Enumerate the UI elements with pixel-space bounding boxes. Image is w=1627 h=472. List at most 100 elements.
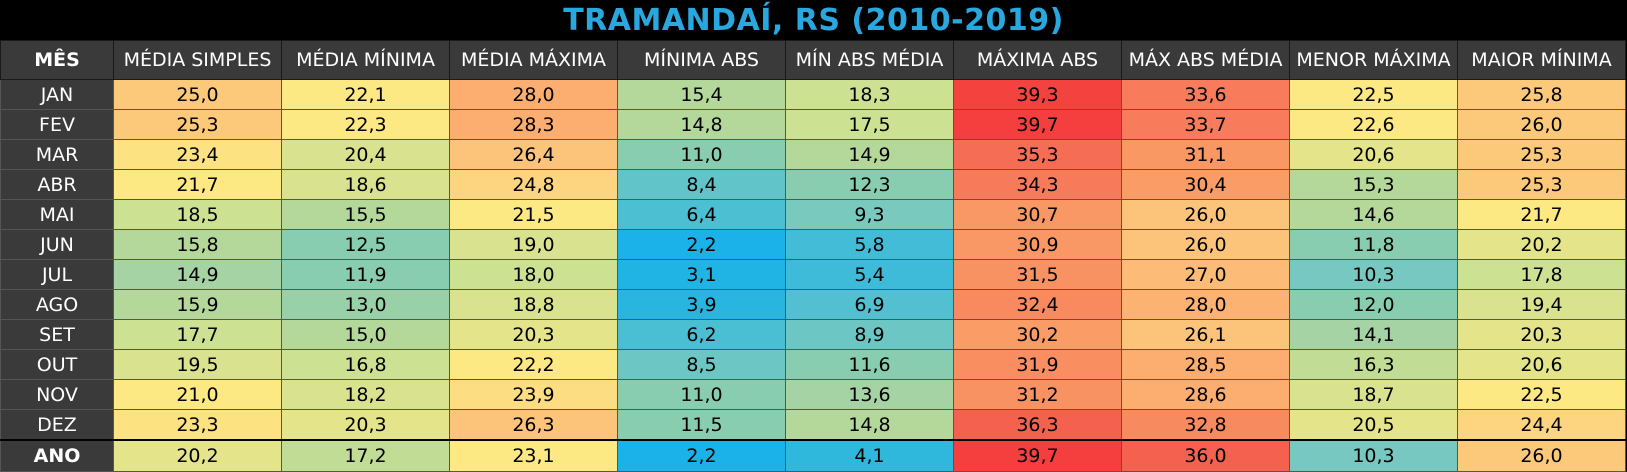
data-cell: 18,0 xyxy=(449,259,618,290)
data-cell: 15,9 xyxy=(113,289,282,320)
data-cell: 5,4 xyxy=(785,259,954,290)
data-cell: 32,8 xyxy=(1121,409,1290,441)
data-cell: 24,4 xyxy=(1457,409,1626,441)
data-cell: 12,0 xyxy=(1289,289,1458,320)
data-cell: 11,0 xyxy=(617,379,786,410)
data-cell: 14,9 xyxy=(785,139,954,170)
data-cell: 30,7 xyxy=(953,199,1122,230)
data-cell: 39,3 xyxy=(953,79,1122,110)
column-header: MÉDIA SIMPLES xyxy=(113,40,282,80)
summary-row: ANO 20,2 17,2 23,1 2,2 4,1 39,7 36,0 10,3 26,0 xyxy=(0,439,1626,472)
data-cell: 28,3 xyxy=(449,109,618,140)
data-cell: 21,7 xyxy=(1457,199,1626,230)
data-cell: 19,0 xyxy=(449,229,618,260)
column-header: MÍNIMA ABS xyxy=(617,40,786,80)
data-cell: 28,6 xyxy=(1121,379,1290,410)
table-row: MAR 23,4 20,4 26,4 11,0 14,9 35,3 31,1 20,6 25,3 xyxy=(0,139,1626,170)
data-cell: 2,2 xyxy=(617,439,786,472)
data-cell: 16,8 xyxy=(281,349,450,380)
column-header: MENOR MÁXIMA xyxy=(1289,40,1458,80)
row-label: JUN xyxy=(0,229,114,260)
data-cell: 20,3 xyxy=(1457,319,1626,350)
data-cell: 35,3 xyxy=(953,139,1122,170)
data-cell: 17,5 xyxy=(785,109,954,140)
data-cell: 25,8 xyxy=(1457,79,1626,110)
data-cell: 15,4 xyxy=(617,79,786,110)
row-label: SET xyxy=(0,319,114,350)
data-cell: 20,6 xyxy=(1457,349,1626,380)
data-cell: 26,0 xyxy=(1121,199,1290,230)
data-cell: 6,9 xyxy=(785,289,954,320)
data-cell: 14,1 xyxy=(1289,319,1458,350)
data-cell: 14,8 xyxy=(617,109,786,140)
data-cell: 20,2 xyxy=(113,439,282,472)
data-cell: 26,1 xyxy=(1121,319,1290,350)
data-cell: 2,2 xyxy=(617,229,786,260)
data-cell: 17,2 xyxy=(281,439,450,472)
data-cell: 6,2 xyxy=(617,319,786,350)
data-cell: 3,9 xyxy=(617,289,786,320)
row-label: MAR xyxy=(0,139,114,170)
table-body: JAN 25,0 22,1 28,0 15,4 18,3 39,3 33,6 22,5 25,8 F… xyxy=(0,79,1626,472)
data-cell: 18,2 xyxy=(281,379,450,410)
table-row: ABR 21,7 18,6 24,8 8,4 12,3 34,3 30,4 15,3 25,3 xyxy=(0,169,1626,200)
data-cell: 5,8 xyxy=(785,229,954,260)
data-cell: 31,2 xyxy=(953,379,1122,410)
data-cell: 13,6 xyxy=(785,379,954,410)
data-cell: 11,9 xyxy=(281,259,450,290)
row-label: ABR xyxy=(0,169,114,200)
data-cell: 18,5 xyxy=(113,199,282,230)
data-cell: 14,8 xyxy=(785,409,954,441)
data-cell: 26,4 xyxy=(449,139,618,170)
column-header: MÁX ABS MÉDIA xyxy=(1121,40,1290,80)
data-cell: 22,1 xyxy=(281,79,450,110)
data-cell: 22,5 xyxy=(1457,379,1626,410)
data-cell: 30,2 xyxy=(953,319,1122,350)
data-cell: 22,3 xyxy=(281,109,450,140)
data-cell: 31,1 xyxy=(1121,139,1290,170)
data-cell: 15,8 xyxy=(113,229,282,260)
data-cell: 31,5 xyxy=(953,259,1122,290)
data-cell: 28,0 xyxy=(449,79,618,110)
data-cell: 33,6 xyxy=(1121,79,1290,110)
data-cell: 21,0 xyxy=(113,379,282,410)
column-header: MÊS xyxy=(0,40,114,80)
climate-table: MÊS MÉDIA SIMPLES MÉDIA MÍNIMA MÉDIA MÁX… xyxy=(0,40,1626,472)
row-label: AGO xyxy=(0,289,114,320)
data-cell: 8,5 xyxy=(617,349,786,380)
data-cell: 6,4 xyxy=(617,199,786,230)
table-row: DEZ 23,3 20,3 26,3 11,5 14,8 36,3 32,8 20,5 24,4 xyxy=(0,409,1626,441)
data-cell: 32,4 xyxy=(953,289,1122,320)
data-cell: 10,3 xyxy=(1289,259,1458,290)
data-cell: 18,7 xyxy=(1289,379,1458,410)
row-label: JUL xyxy=(0,259,114,290)
column-header: MÉDIA MÍNIMA xyxy=(281,40,450,80)
data-cell: 8,4 xyxy=(617,169,786,200)
table-row: SET 17,7 15,0 20,3 6,2 8,9 30,2 26,1 14,1 20,3 xyxy=(0,319,1626,350)
data-cell: 20,4 xyxy=(281,139,450,170)
table-row: AGO 15,9 13,0 18,8 3,9 6,9 32,4 28,0 12,0 19,4 xyxy=(0,289,1626,320)
data-cell: 25,3 xyxy=(113,109,282,140)
table-row: JUN 15,8 12,5 19,0 2,2 5,8 30,9 26,0 11,8 20,2 xyxy=(0,229,1626,260)
data-cell: 27,0 xyxy=(1121,259,1290,290)
data-cell: 18,3 xyxy=(785,79,954,110)
data-cell: 34,3 xyxy=(953,169,1122,200)
column-header: MÍN ABS MÉDIA xyxy=(785,40,954,80)
data-cell: 15,5 xyxy=(281,199,450,230)
row-label: JAN xyxy=(0,79,114,110)
data-cell: 11,5 xyxy=(617,409,786,441)
data-cell: 20,6 xyxy=(1289,139,1458,170)
column-header: MÁXIMA ABS xyxy=(953,40,1122,80)
data-cell: 11,0 xyxy=(617,139,786,170)
data-cell: 20,3 xyxy=(449,319,618,350)
data-cell: 12,5 xyxy=(281,229,450,260)
data-cell: 25,3 xyxy=(1457,169,1626,200)
row-label: DEZ xyxy=(0,409,114,441)
data-cell: 19,5 xyxy=(113,349,282,380)
data-cell: 26,3 xyxy=(449,409,618,441)
data-cell: 26,0 xyxy=(1121,229,1290,260)
table-row: FEV 25,3 22,3 28,3 14,8 17,5 39,7 33,7 22,6 26,0 xyxy=(0,109,1626,140)
table-row: JAN 25,0 22,1 28,0 15,4 18,3 39,3 33,6 22,5 25,8 xyxy=(0,79,1626,110)
row-label: NOV xyxy=(0,379,114,410)
data-cell: 11,8 xyxy=(1289,229,1458,260)
